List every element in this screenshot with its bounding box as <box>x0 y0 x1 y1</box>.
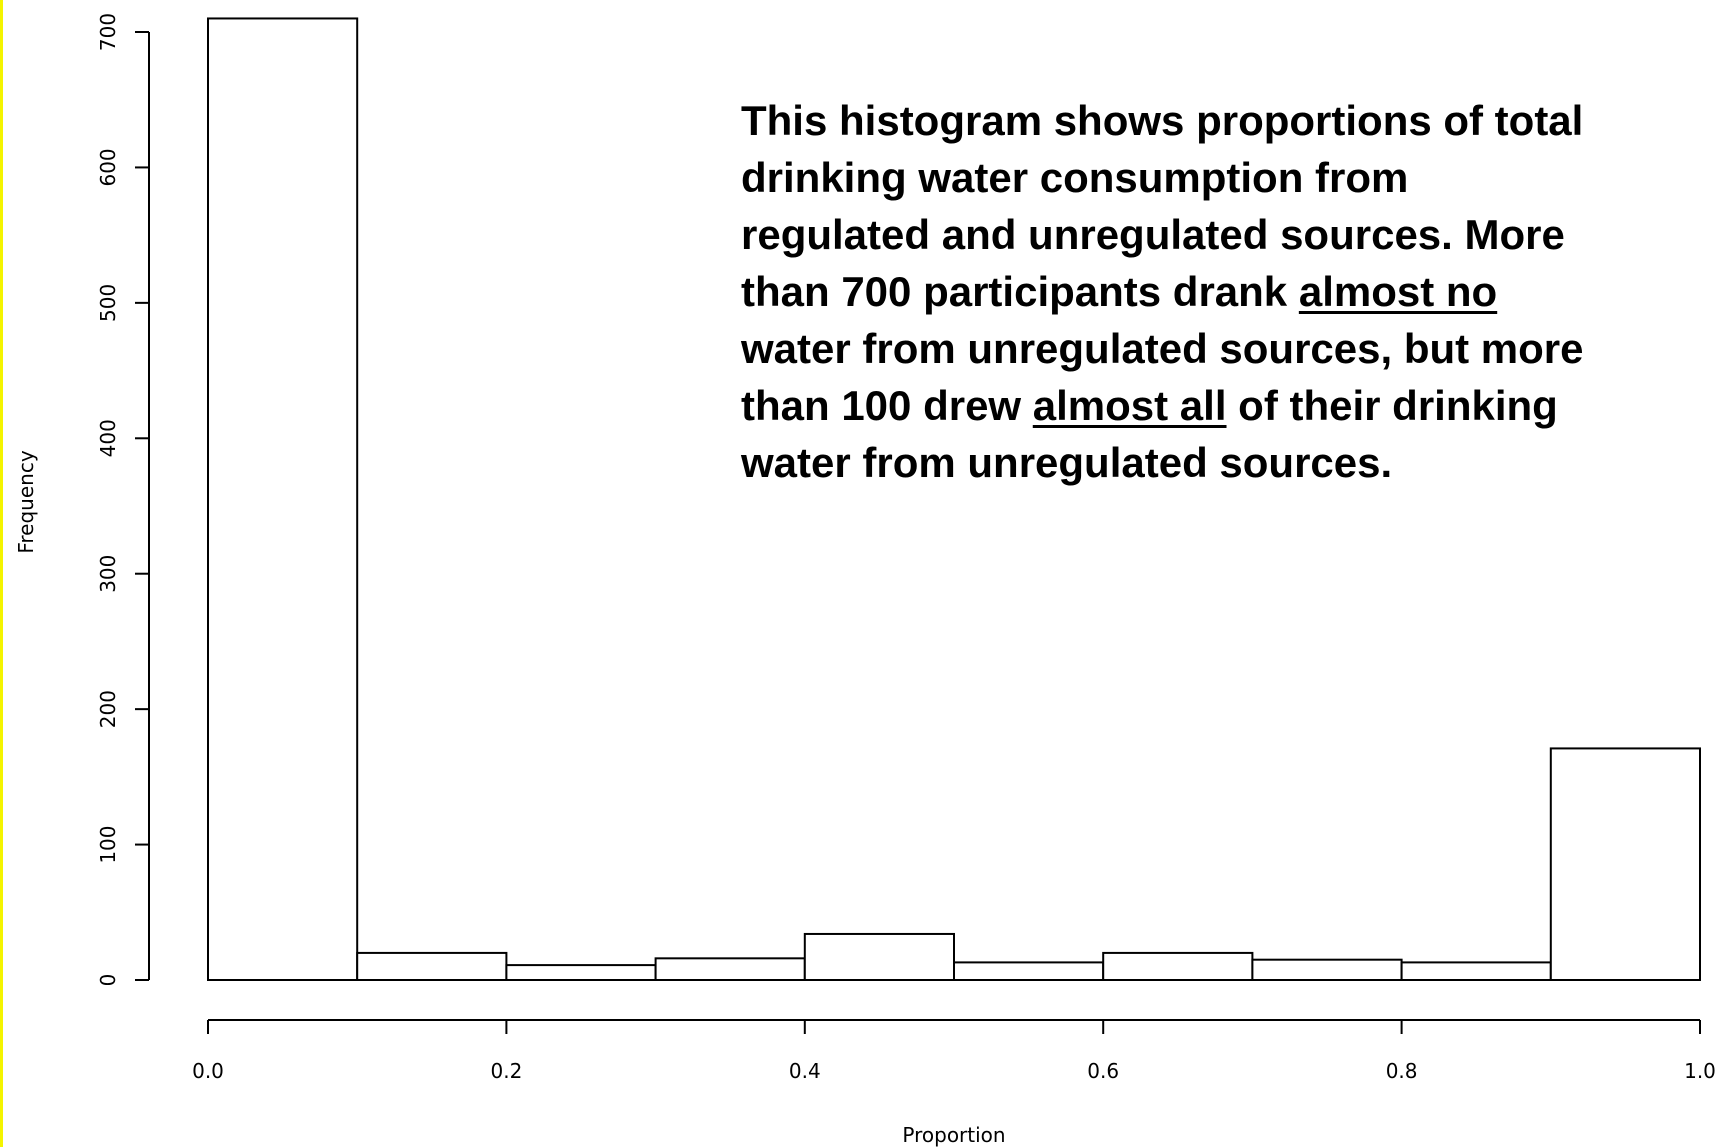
annotation-line: than 100 drew almost all of their drinki… <box>741 377 1701 434</box>
histogram-bar <box>1549 747 1702 981</box>
y-tick-label: 600 <box>96 148 120 186</box>
annotation-text: This histogram shows proportions of tota… <box>741 92 1701 491</box>
annotation-line: regulated and unregulated sources. More <box>741 211 1565 258</box>
y-axis-title: Frequency <box>14 450 38 553</box>
x-axis-title: Proportion <box>902 1123 1005 1147</box>
y-tick-label: 700 <box>96 13 120 51</box>
histogram-bar <box>803 932 955 981</box>
x-axis: 0.0 0.2 0.4 0.6 0.8 1.0 <box>192 1019 1716 1083</box>
x-tick-label: 0.8 <box>1386 1059 1418 1083</box>
y-tick-label: 300 <box>96 555 120 593</box>
annotation-text-part: than 700 participants drank <box>741 268 1299 315</box>
annotation-line: than 700 participants drank almost no <box>741 263 1701 320</box>
histogram-bar <box>654 957 806 981</box>
y-tick-label: 0 <box>96 974 120 987</box>
annotation-line: water from unregulated sources. <box>741 439 1393 486</box>
y-tick-label: 200 <box>96 690 120 728</box>
bars-group <box>207 17 1702 982</box>
histogram-chart: 0.0 0.2 0.4 0.6 0.8 1.0 0 100 200 300 400 500 600 70… <box>14 13 1716 1147</box>
y-tick-label: 400 <box>96 419 120 457</box>
histogram-bar <box>1102 951 1254 982</box>
y-tick-label: 100 <box>96 825 120 863</box>
x-tick-label: 0.4 <box>789 1059 821 1083</box>
x-tick-label: 1.0 <box>1684 1059 1716 1083</box>
histogram-bar <box>505 964 657 981</box>
histogram-bar <box>207 17 359 981</box>
x-tick-label: 0.2 <box>490 1059 522 1083</box>
annotation-text-part: than 100 drew <box>741 382 1033 429</box>
y-axis: 0 100 200 300 400 500 600 700 <box>96 13 150 987</box>
annotation-emphasis: almost no <box>1298 268 1498 315</box>
histogram-bar <box>356 951 508 982</box>
histogram-bar <box>1400 961 1552 982</box>
annotation-line: This histogram shows proportions of tota… <box>741 97 1584 144</box>
x-tick-label: 0.0 <box>192 1059 224 1083</box>
y-tick-label: 500 <box>96 284 120 322</box>
histogram-bar <box>1251 958 1403 982</box>
annotation-emphasis: almost all <box>1032 382 1227 429</box>
x-tick-label: 0.6 <box>1087 1059 1119 1083</box>
annotation-line: drinking water consumption from <box>741 154 1409 201</box>
histogram-bar <box>953 961 1105 982</box>
annotation-text-part: of their drinking <box>1226 382 1558 429</box>
annotation-line: water from unregulated sources, but more <box>741 325 1584 372</box>
